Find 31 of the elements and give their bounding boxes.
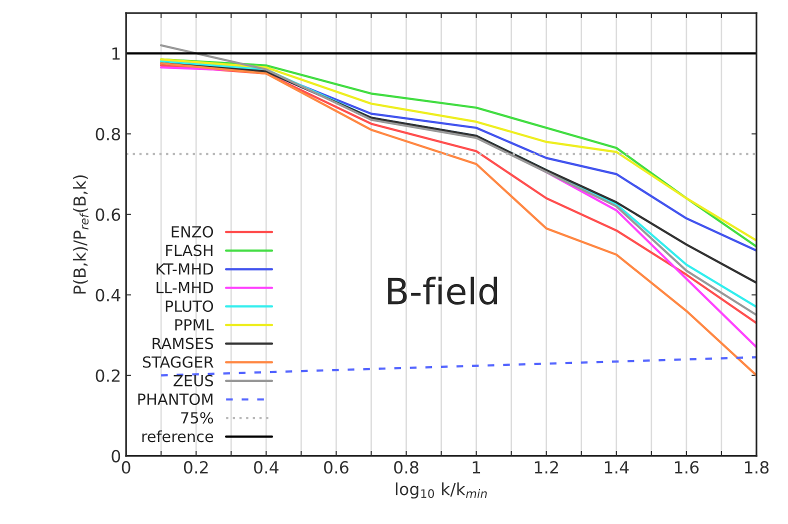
legend-label: ENZO <box>172 226 214 238</box>
legend-label: PHANTOM <box>138 393 212 406</box>
legend-label: PLUTO <box>166 300 214 312</box>
x-tick-label: 1.6 <box>675 461 699 474</box>
y-axis-title: P(B,k)/P$_{ref}$(B,k) <box>73 175 89 294</box>
y-tick-label: 1 <box>112 48 120 60</box>
y-tick-label: 0.8 <box>96 128 120 140</box>
legend-label: FLASH <box>166 244 212 256</box>
legend-label: STAGGER <box>142 356 214 368</box>
x-axis-title: log$_{10}$ k/k$_{min}$ <box>396 482 487 499</box>
y-tick-label: 0.6 <box>96 208 120 221</box>
y-tick-label: 0.2 <box>96 369 120 382</box>
x-tick-label: 0 <box>122 461 130 474</box>
legend-label: reference <box>142 430 214 442</box>
x-tick-label: 1.2 <box>534 461 558 474</box>
x-tick-label: 0.6 <box>324 461 348 474</box>
x-tick-label: 0.8 <box>394 461 418 474</box>
x-tick-label: 1.8 <box>745 461 769 474</box>
legend-label: 75% <box>181 412 214 424</box>
x-tick-label: 0.4 <box>254 461 278 474</box>
legend-label: PPML <box>175 319 214 330</box>
y-tick-label: 0 <box>112 450 120 462</box>
x-tick-label: 0.2 <box>184 461 208 474</box>
x-tick-label: 1 <box>472 461 480 474</box>
legend-label: KT-MHD <box>156 263 213 275</box>
annotation: B-field <box>388 276 497 305</box>
legend-label: LL-MHD <box>156 282 213 294</box>
y-tick-label: 0.4 <box>96 288 120 302</box>
legend-label: ZEUS <box>174 374 214 386</box>
legend-label: RAMSES <box>152 338 214 350</box>
x-tick-label: 1.4 <box>604 461 629 474</box>
